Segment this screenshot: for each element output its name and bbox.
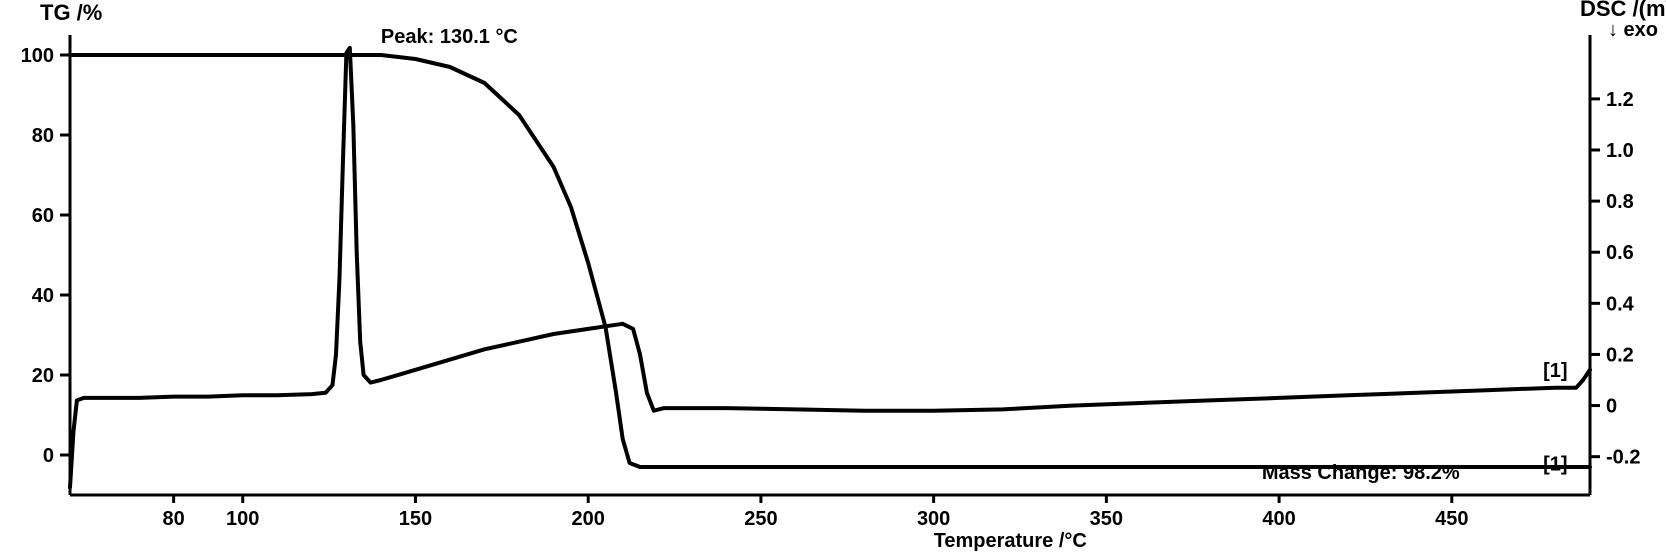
yr-tick-label: 0.4 [1606, 293, 1635, 315]
x-tick-label: 450 [1435, 508, 1468, 530]
series-marker-tg: [1] [1543, 453, 1567, 475]
yr-tick-label: 1.2 [1606, 89, 1634, 111]
yl-tick-label: 60 [32, 205, 54, 227]
y-left-label: TG /% [40, 0, 102, 25]
yr-tick-label: 1.0 [1606, 140, 1634, 162]
tg-dsc-chart: 80100150200250300350400450Temperature /°… [0, 0, 1666, 558]
yr-tick-label: 0.6 [1606, 242, 1634, 264]
x-tick-label: 250 [744, 508, 777, 530]
yl-tick-label: 100 [21, 45, 54, 67]
yr-tick-label: 0.8 [1606, 191, 1634, 213]
x-tick-label: 300 [917, 508, 950, 530]
mass-change-annotation: Mass Change: 98.2% [1262, 462, 1460, 484]
x-tick-label: 80 [163, 508, 185, 530]
yl-tick-label: 40 [32, 285, 54, 307]
yl-tick-label: 0 [43, 445, 54, 467]
x-tick-label: 200 [571, 508, 604, 530]
yr-tick-label: 0.2 [1606, 344, 1634, 366]
x-tick-label: 150 [399, 508, 432, 530]
peak-annotation: Peak: 130.1 °C [381, 26, 518, 48]
x-axis-label: Temperature /°C [934, 530, 1087, 552]
y-right-label: DSC /(mW/mg) [1580, 0, 1666, 21]
x-tick-label: 350 [1090, 508, 1123, 530]
yr-tick-label: 0 [1606, 396, 1617, 418]
y-right-sublabel: ↓ exo [1608, 19, 1658, 41]
yr-tick-label: -0.2 [1606, 447, 1640, 469]
yl-tick-label: 80 [32, 125, 54, 147]
x-tick-label: 100 [226, 508, 259, 530]
x-tick-label: 400 [1262, 508, 1295, 530]
yl-tick-label: 20 [32, 365, 54, 387]
series-marker-dsc: [1] [1543, 360, 1567, 382]
